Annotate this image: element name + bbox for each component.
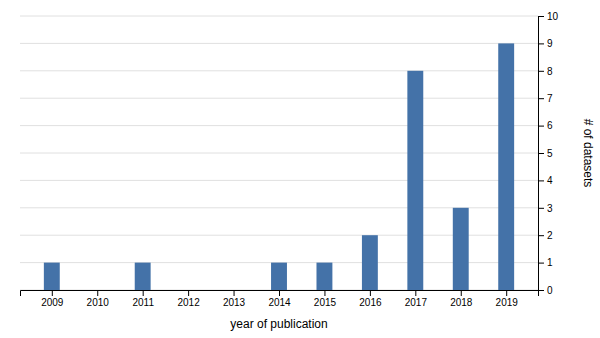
y-tick: 7 [538,93,553,104]
bar [316,263,332,290]
x-tick: 2016 [359,290,382,308]
x-tick-mark [97,290,98,296]
bar [44,263,60,290]
x-tick: 2010 [87,290,110,308]
y-tick-mark [538,290,544,291]
y-tick-mark [538,208,544,209]
y-tick: 10 [538,11,559,22]
y-tick-label: 10 [547,11,559,22]
x-tick-label: 2015 [314,297,337,308]
x-tick-label: 2010 [87,297,110,308]
x-tick-mark [324,290,325,296]
x-axis-line [21,291,539,297]
y-tick-label: 6 [547,120,553,131]
y-tick: 9 [538,38,553,49]
y-tick-mark [538,43,544,44]
y-tick-label: 2 [547,230,553,241]
y-tick-label: 3 [547,203,553,214]
x-tick-label: 2018 [450,297,473,308]
y-tick-label: 9 [547,38,553,49]
x-tick: 2011 [132,290,154,308]
x-tick-mark [52,290,53,296]
bars [44,43,514,290]
y-axis-line [539,17,545,291]
x-tick-mark [370,290,371,296]
x-tick: 2014 [268,290,291,308]
x-axis-title: year of publication [230,317,327,331]
y-tick-mark [538,180,544,181]
y-tick-mark [538,235,544,236]
x-tick: 2009 [41,290,64,308]
y-tick: 4 [538,175,553,186]
grid-line [20,43,538,44]
x-tick-mark [234,290,235,296]
y-tick-mark [538,263,544,264]
x-tick: 2012 [177,290,200,308]
chart: 2009201020112012201320142015201620172018… [0,0,600,338]
y-axis: 0 1 2 3 4 5 6 7 8 9 10 [538,11,559,296]
bar [362,235,378,290]
x-axis: 2009 2010 2011 2012 2013 2014 2015 2016 2017 2018… [21,290,539,308]
y-tick-label: 8 [547,66,553,77]
x-tick-label: 2013 [223,297,246,308]
x-tick-label: 2019 [496,297,519,308]
y-tick-mark [538,71,544,72]
bar [498,43,514,290]
x-tick-label: 2009 [41,297,64,308]
x-tick: 2017 [405,290,428,308]
y-tick-label: 1 [547,257,553,268]
x-tick: 2013 [223,290,246,308]
x-tick-label: 2012 [177,297,200,308]
x-tick: 2015 [314,290,337,308]
x-tick-mark [506,290,507,296]
bar [135,263,151,290]
y-tick: 8 [538,66,553,77]
bar [407,71,423,290]
y-tick-mark [538,126,544,127]
bar [271,263,287,290]
y-tick-label: 0 [547,285,553,296]
x-tick-mark [143,290,144,296]
y-tick-label: 7 [547,93,553,104]
grid-line [20,70,538,71]
bar [89,290,105,291]
grid-line [20,153,538,154]
y-axis-title: # of datasets [581,119,595,188]
y-tick: 3 [538,203,553,214]
x-tick-mark [461,290,462,296]
y-tick-mark [538,153,544,154]
grid-line [20,98,538,99]
grid-line [20,125,538,126]
x-tick-label: 2011 [132,297,154,308]
x-tick-mark [188,290,189,296]
bar [180,290,196,291]
grid-line [20,180,538,181]
x-tick-label: 2014 [268,297,291,308]
grid-line [20,16,538,17]
bar [226,290,242,291]
bar [453,208,469,290]
x-tick-mark [279,290,280,296]
grid [20,16,538,290]
x-tick-mark [415,290,416,296]
y-tick-mark [538,16,544,17]
x-tick: 2018 [450,290,473,308]
y-tick: 2 [538,230,553,241]
x-tick-label: 2017 [405,297,428,308]
y-tick: 6 [538,120,553,131]
y-tick-mark [538,98,544,99]
y-tick-label: 4 [547,175,553,186]
x-tick-label: 2016 [359,297,382,308]
y-tick-label: 5 [547,148,553,159]
x-tick: 2019 [496,290,519,308]
plot: 2009201020112012201320142015201620172018… [20,11,559,308]
y-tick: 1 [538,257,553,268]
y-tick: 5 [538,148,553,159]
y-tick: 0 [538,285,553,296]
